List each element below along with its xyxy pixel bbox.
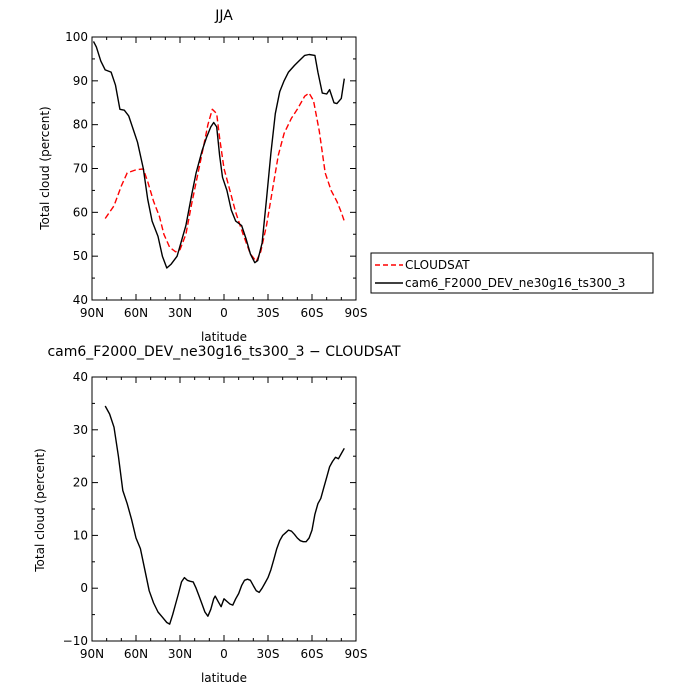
y-axis-label: Total cloud (percent) [38, 106, 52, 230]
x-axis-label: latitude [201, 330, 247, 344]
legend-item-cloudsat: CLOUDSAT [405, 258, 470, 272]
x-tick-label: 30N [168, 306, 192, 320]
x-tick-label: 90S [345, 647, 368, 661]
y-tick-label: 100 [65, 30, 88, 44]
x-tick-label: 60N [124, 647, 148, 661]
y-tick-label: 0 [80, 581, 88, 595]
plot-frame [91, 376, 357, 642]
bottom-chart: cam6_F2000_DEV_ne30g16_ts300_3 − CLOUDSA… [33, 344, 401, 685]
legend-item-cam6: cam6_F2000_DEV_ne30g16_ts300_3 [405, 276, 625, 290]
x-tick-label: 0 [220, 647, 228, 661]
x-tick-label: 0 [220, 306, 228, 320]
y-tick-label: 10 [73, 528, 88, 542]
y-tick-label: −10 [63, 634, 88, 648]
x-tick-label: 30N [168, 647, 192, 661]
y-tick-label: 70 [73, 162, 88, 176]
plot-frame [91, 36, 357, 301]
y-tick-label: 40 [73, 293, 88, 307]
y-tick-label: 80 [73, 118, 88, 132]
y-tick-label: 90 [73, 74, 88, 88]
x-tick-label: 90N [80, 647, 104, 661]
x-tick-label: 60N [124, 306, 148, 320]
x-tick-label: 60S [301, 306, 324, 320]
series-line-cam6-f2000-dev-ne30g16-ts300-3 [92, 41, 345, 269]
legend-box [370, 252, 654, 294]
x-tick-label: 30S [257, 306, 280, 320]
x-axis-label: latitude [201, 671, 247, 685]
y-tick-label: 40 [73, 370, 88, 384]
top-chart: JJA Total cloud (percent) latitude 90N 60… [38, 8, 367, 344]
x-tick-label: 90S [345, 306, 368, 320]
x-tick-label: 60S [301, 647, 324, 661]
y-tick-label: 60 [73, 205, 88, 219]
series-line-0 [104, 405, 345, 625]
x-tick-label: 30S [257, 647, 280, 661]
y-axis-label: Total cloud (percent) [33, 448, 47, 572]
y-tick-label: 20 [73, 476, 88, 490]
legend: CLOUDSAT cam6_F2000_DEV_ne30g16_ts300_3 [370, 252, 654, 294]
y-tick-label: 50 [73, 249, 88, 263]
x-tick-label: 90N [80, 306, 104, 320]
y-tick-label: 30 [73, 423, 88, 437]
chart-title: cam6_F2000_DEV_ne30g16_ts300_3 − CLOUDSA… [47, 344, 401, 360]
series-line-cloudsat [104, 92, 345, 263]
chart-title: JJA [214, 8, 233, 24]
